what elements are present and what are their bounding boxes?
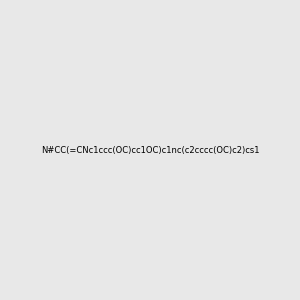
- Text: N#CC(=CNc1ccc(OC)cc1OC)c1nc(c2cccc(OC)c2)cs1: N#CC(=CNc1ccc(OC)cc1OC)c1nc(c2cccc(OC)c2…: [41, 146, 259, 154]
